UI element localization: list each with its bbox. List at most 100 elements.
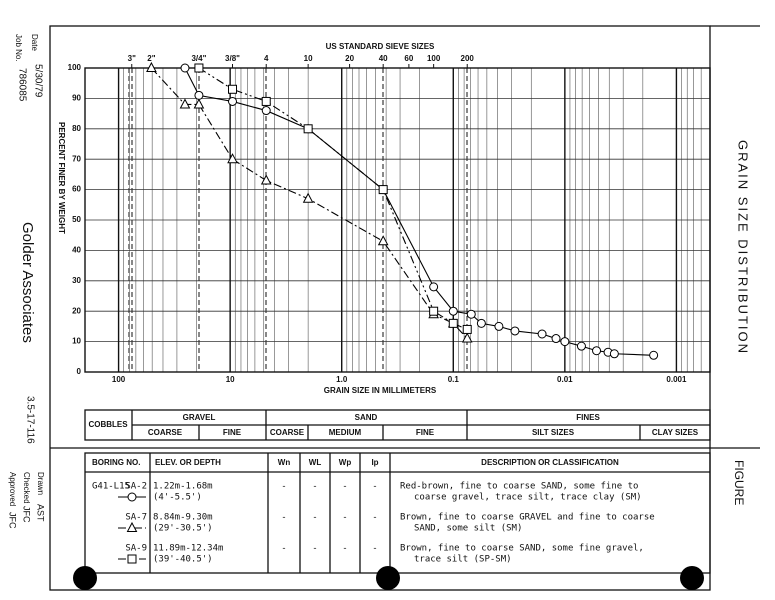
x-tick-label: 0.01 — [557, 375, 573, 384]
x-tick-label: 0.1 — [448, 375, 460, 384]
table-header: Wp — [339, 458, 352, 467]
elevation: 8.84m-9.30m — [153, 513, 213, 523]
description: Brown, fine to coarse GRAVEL and fine to… — [400, 513, 655, 523]
description: SAND, some silt (SM) — [414, 524, 522, 534]
property: - — [281, 482, 286, 492]
property: - — [281, 544, 286, 554]
drawn: AST — [36, 504, 46, 522]
marker — [551, 334, 561, 344]
x-tick-label: 100 — [112, 375, 126, 384]
marker — [127, 492, 137, 502]
x-tick-label: 1.0 — [336, 375, 348, 384]
property: - — [312, 544, 317, 554]
marker — [494, 321, 504, 331]
class-cell: CLAY SIZES — [652, 428, 699, 437]
property: - — [372, 544, 377, 554]
marker — [194, 90, 204, 100]
depth: (39'-40.5') — [153, 555, 213, 565]
property: - — [342, 482, 347, 492]
marker — [560, 337, 570, 347]
top-tick-label: 100 — [427, 54, 441, 63]
x-tick-label: 10 — [226, 375, 235, 384]
marker — [303, 124, 313, 134]
sample-name: SA-9 — [125, 544, 147, 554]
top-tick-label: 2" — [147, 54, 155, 63]
property: - — [312, 513, 317, 523]
property: - — [372, 513, 377, 523]
marker — [180, 63, 190, 73]
top-tick-label: 20 — [345, 54, 354, 63]
y-tick-label: 80 — [72, 124, 81, 133]
chart-title: US STANDARD SIEVE SIZES — [326, 42, 435, 51]
ref: 3.5-17-116 — [24, 396, 35, 444]
marker — [429, 282, 439, 292]
job: 786085 — [16, 68, 27, 102]
depth: (4'-5.5') — [153, 493, 202, 503]
classification-table: COBBLES GRAVEL COARSE FINE SAND COARSE M… — [84, 409, 711, 441]
property: - — [342, 513, 347, 523]
top-tick-label: 200 — [461, 54, 475, 63]
figure-title: GRAIN SIZE DISTRIBUTION — [736, 140, 751, 355]
boring-no: G41-L15 — [92, 482, 130, 492]
property: - — [312, 482, 317, 492]
x-axis-label: GRAIN SIZE IN MILLIMETERS — [324, 386, 437, 395]
approved-label: Approved — [8, 472, 17, 506]
class-cell: SILT SIZES — [532, 428, 575, 437]
marker — [228, 96, 238, 106]
job-label: Job No. — [14, 34, 23, 62]
marker — [193, 98, 205, 109]
date: 5/30/79 — [32, 64, 43, 98]
class-cell: COBBLES — [88, 420, 128, 429]
date-label: Date — [30, 34, 39, 51]
top-tick-label: 60 — [404, 54, 413, 63]
property: - — [372, 482, 377, 492]
marker — [260, 174, 272, 185]
marker — [510, 326, 520, 336]
top-tick-label: 3/8" — [225, 54, 240, 63]
approved: JFC — [8, 512, 18, 529]
top-tick-label: 4 — [264, 54, 269, 63]
y-axis-label: PERCENT FINER BY WEIGHT — [57, 122, 66, 234]
depth: (29'-30.5') — [153, 524, 213, 534]
description: Brown, fine to coarse SAND, some fine gr… — [400, 544, 644, 554]
table-header: Wn — [278, 458, 291, 467]
marker — [378, 185, 388, 195]
marker — [302, 192, 314, 203]
y-tick-label: 10 — [72, 337, 81, 346]
y-tick-label: 30 — [72, 276, 81, 285]
sample-name: SA-7 — [125, 513, 147, 523]
class-cell: GRAVEL — [183, 413, 216, 422]
description: Red-brown, fine to coarse SAND, some fin… — [400, 482, 638, 492]
description: trace silt (SP-SM) — [414, 555, 512, 565]
class-cell: FINE — [416, 428, 435, 437]
y-tick-label: 90 — [72, 94, 81, 103]
marker — [227, 153, 238, 164]
marker — [592, 346, 602, 356]
side-strip: Date 5/30/79 Job No. 786085 Golder Assoc… — [8, 34, 751, 529]
marker — [127, 554, 137, 564]
punch-hole — [680, 566, 704, 590]
y-tick-label: 70 — [72, 154, 81, 163]
marker — [261, 96, 271, 106]
marker — [537, 329, 547, 339]
figure-label: FIGURE — [732, 460, 746, 505]
marker — [261, 106, 271, 116]
marker — [448, 318, 458, 328]
property: - — [281, 513, 286, 523]
y-tick-label: 100 — [68, 63, 82, 72]
marker — [179, 98, 191, 109]
drawn-label: Drawn — [36, 472, 45, 495]
description: coarse gravel, trace silt, trace clay (S… — [414, 493, 642, 503]
elevation: 11.89m-12.34m — [153, 544, 223, 554]
marker — [194, 63, 204, 73]
marker — [466, 309, 476, 319]
class-cell: MEDIUM — [329, 428, 362, 437]
top-tick-label: 3/4" — [191, 54, 206, 63]
sample-name: SA-2 — [125, 482, 147, 492]
punch-hole — [73, 566, 97, 590]
marker — [649, 350, 659, 360]
top-tick-label: 3" — [128, 54, 136, 63]
top-tick-label: 10 — [304, 54, 313, 63]
class-cell: FINE — [223, 428, 242, 437]
marker — [461, 332, 473, 343]
